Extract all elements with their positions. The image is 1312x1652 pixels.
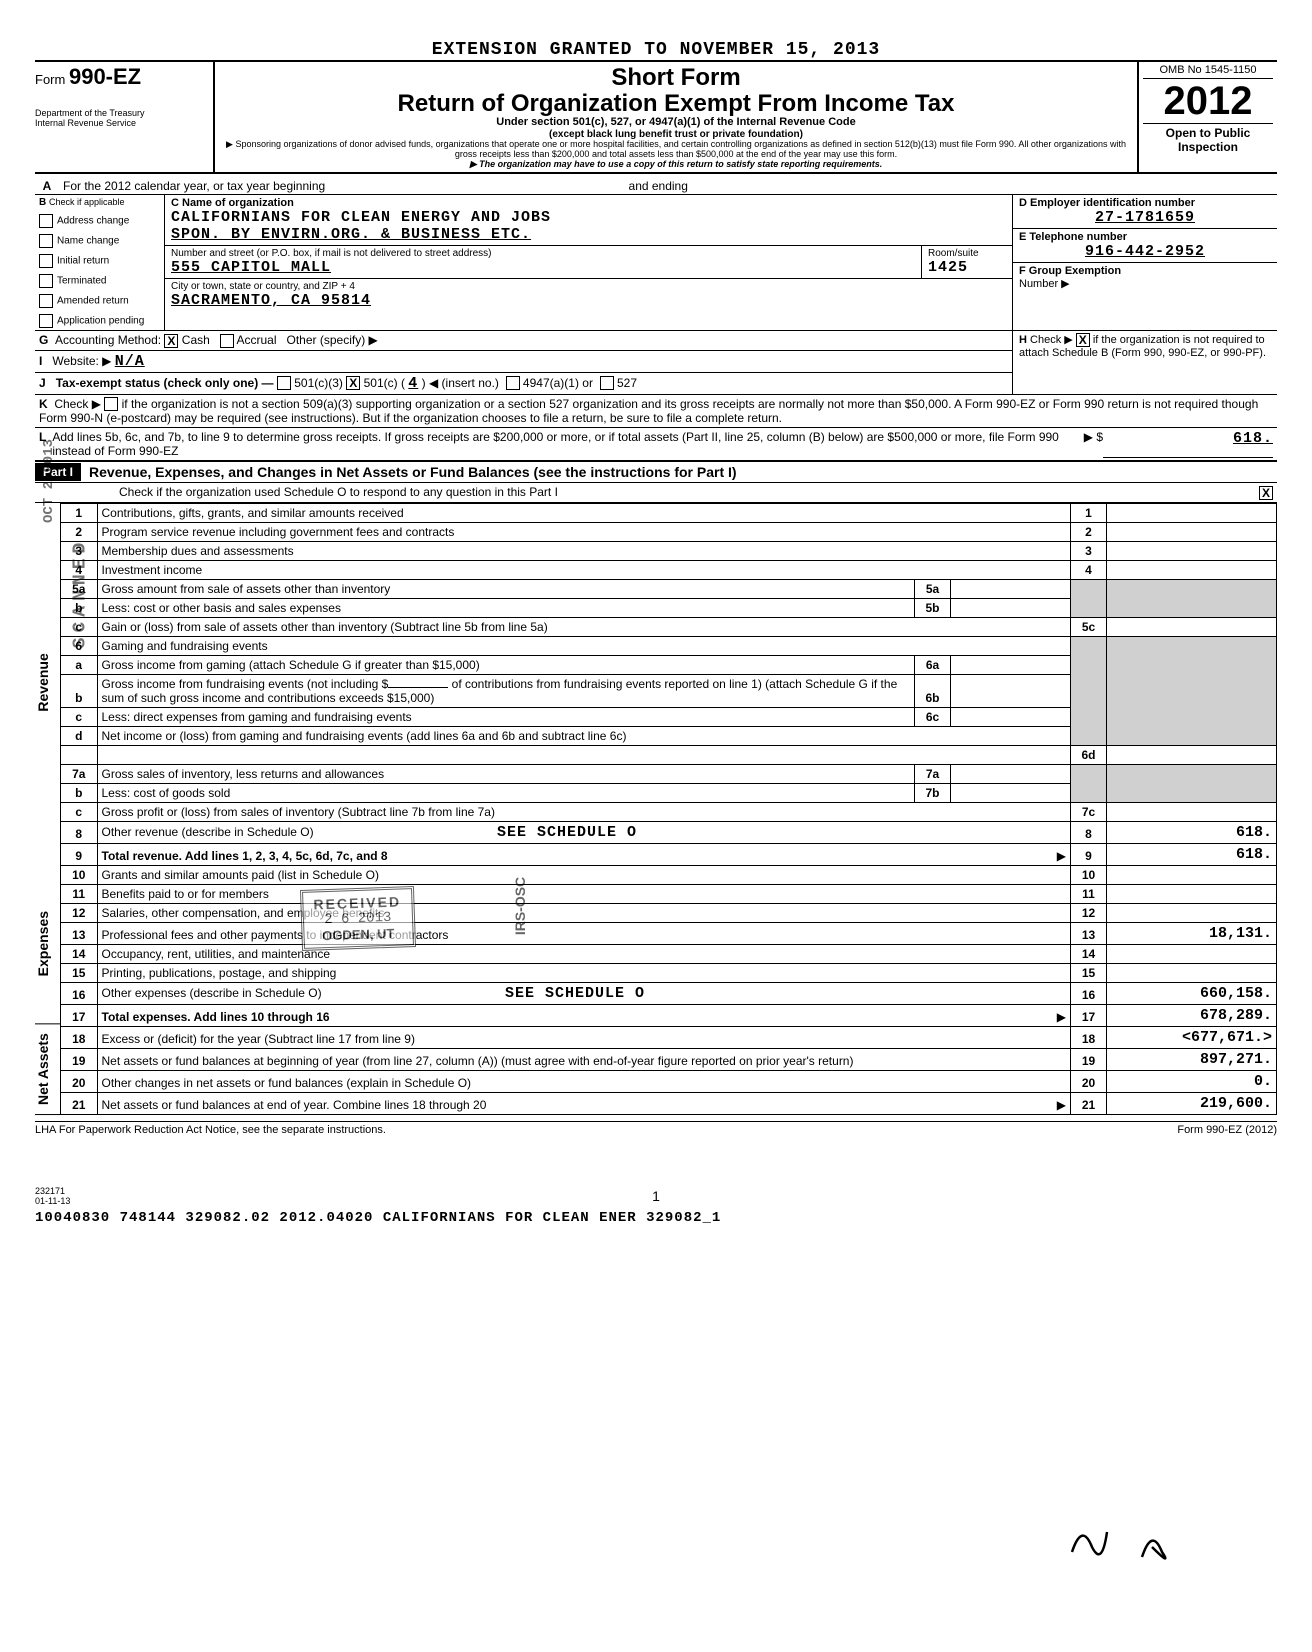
stamp-received: RECEIVED 2 6 2013 OGDEN, UT: [300, 886, 416, 951]
check-app[interactable]: [39, 314, 53, 328]
line-a-label: A: [35, 178, 59, 194]
initials-icon: [1052, 1512, 1192, 1572]
check-name[interactable]: [39, 234, 53, 248]
check-accrual[interactable]: [220, 334, 234, 348]
amt-13: 18,131.: [1107, 923, 1277, 945]
check-term[interactable]: [39, 274, 53, 288]
l-amount: 618.: [1103, 430, 1273, 458]
subtitle-1: Under section 501(c), 527, or 4947(a)(1)…: [221, 116, 1131, 129]
room: 1425: [928, 259, 1006, 276]
check-501c3[interactable]: [277, 376, 291, 390]
ein: 27-1781659: [1019, 209, 1271, 226]
amt-16: 660,158.: [1107, 983, 1277, 1005]
form-box: Form 990-EZ Department of the Treasury I…: [35, 62, 215, 172]
amt-19: 897,271.: [1107, 1049, 1277, 1071]
city: SACRAMENTO, CA 95814: [171, 292, 1006, 309]
check-initial[interactable]: [39, 254, 53, 268]
org-name: CALIFORNIANS FOR CLEAN ENERGY AND JOBS: [171, 209, 1006, 226]
stamp-irs-osc: IRS-OSC: [512, 877, 528, 935]
check-amend[interactable]: [39, 294, 53, 308]
sidebar-netassets: Net Assets: [35, 1024, 60, 1115]
check-527[interactable]: [600, 376, 614, 390]
sidebar-expenses: Expenses: [35, 863, 60, 1024]
line-a: For the 2012 calendar year, or tax year …: [59, 178, 1277, 194]
form-footer: Form 990-EZ (2012): [1177, 1124, 1277, 1136]
subtitle-3: ▶ Sponsoring organizations of donor advi…: [221, 140, 1131, 160]
amt-8: 618.: [1107, 822, 1277, 844]
c-label: C Name of organization: [171, 197, 1006, 209]
l-text: Add lines 5b, 6c, and 7b, to line 9 to d…: [46, 430, 1073, 458]
street: 555 CAPITOL MALL: [171, 259, 915, 276]
part1-title: Revenue, Expenses, and Changes in Net As…: [81, 462, 1277, 482]
subtitle-4: ▶ The organization may have to use a cop…: [221, 160, 1131, 170]
check-cash[interactable]: X: [164, 334, 178, 348]
year-box: OMB No 1545-1150 2012 Open to Public Ins…: [1137, 62, 1277, 172]
org-sub: SPON. BY ENVIRN.ORG. & BUSINESS ETC.: [171, 226, 1006, 243]
check-4947[interactable]: [506, 376, 520, 390]
footer-code: 10040830 748144 329082.02 2012.04020 CAL…: [35, 1210, 1277, 1226]
sidebar-revenue: Revenue: [35, 503, 60, 863]
amt-9: 618.: [1107, 844, 1277, 866]
check-address[interactable]: [39, 214, 53, 228]
website: N/A: [115, 353, 145, 370]
amt-18: <677,671.>: [1107, 1027, 1277, 1049]
amt-21: 219,600.: [1107, 1093, 1277, 1115]
form-title: Return of Organization Exempt From Incom…: [221, 92, 1131, 116]
stamp-date: OCT 2 2013: [41, 439, 57, 523]
phone: 916-442-2952: [1019, 243, 1271, 260]
short-form: Short Form: [221, 64, 1131, 92]
check-501c[interactable]: X: [346, 376, 360, 390]
check-schedule-o[interactable]: X: [1259, 486, 1273, 500]
page-number: 1: [35, 1188, 1277, 1204]
check-h[interactable]: X: [1076, 333, 1090, 347]
extension-text: EXTENSION GRANTED TO NOVEMBER 15, 2013: [35, 40, 1277, 60]
part1-check-text: Check if the organization used Schedule …: [119, 485, 1259, 500]
amt-20: 0.: [1107, 1071, 1277, 1093]
k-text: if the organization is not a section 509…: [39, 397, 1258, 426]
lha-notice: LHA For Paperwork Reduction Act Notice, …: [35, 1124, 386, 1136]
check-k[interactable]: [104, 397, 118, 411]
amt-17: 678,289.: [1107, 1005, 1277, 1027]
